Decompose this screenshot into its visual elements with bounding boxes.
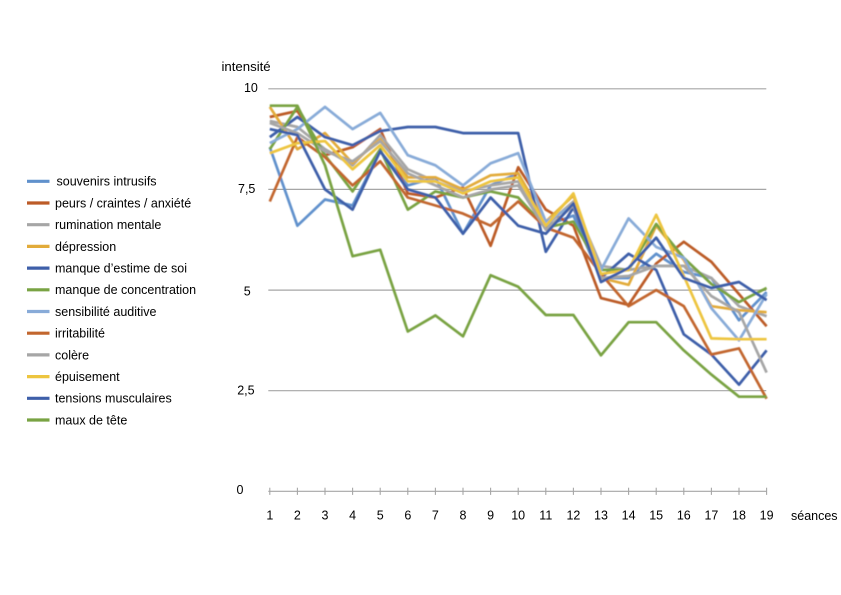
- svg-text:sensibilité auditive: sensibilité auditive: [55, 305, 156, 319]
- svg-text:18: 18: [732, 509, 746, 523]
- svg-text:4: 4: [349, 509, 356, 523]
- svg-text:séances: séances: [791, 509, 838, 523]
- svg-text:14: 14: [622, 509, 636, 523]
- svg-text:11: 11: [539, 509, 552, 523]
- svg-text:maux de tête: maux de tête: [55, 413, 127, 427]
- svg-text:13: 13: [594, 509, 608, 523]
- svg-text:17: 17: [704, 509, 718, 523]
- svg-text:peurs / craintes / anxiété: peurs / craintes / anxiété: [55, 196, 191, 210]
- svg-text:manque d’estime de soi: manque d’estime de soi: [55, 262, 187, 276]
- svg-text:10: 10: [244, 81, 258, 95]
- svg-text:8: 8: [460, 509, 467, 523]
- svg-text:souvenirs intrusifs: souvenirs intrusifs: [57, 175, 157, 189]
- svg-text:colère: colère: [55, 348, 89, 362]
- svg-text:rumination mentale: rumination mentale: [55, 218, 161, 232]
- svg-text:15: 15: [649, 509, 663, 523]
- svg-text:1: 1: [266, 509, 273, 523]
- svg-text:0: 0: [237, 483, 244, 497]
- svg-text:dépression: dépression: [55, 240, 116, 254]
- svg-text:irritabilité: irritabilité: [55, 327, 105, 341]
- svg-text:épuisement: épuisement: [55, 370, 120, 384]
- svg-text:6: 6: [404, 509, 411, 523]
- svg-text:2,5: 2,5: [237, 384, 254, 398]
- svg-text:2: 2: [294, 509, 301, 523]
- svg-text:16: 16: [677, 509, 691, 523]
- svg-text:19: 19: [760, 509, 774, 523]
- svg-text:7,5: 7,5: [238, 182, 255, 196]
- svg-text:intensité: intensité: [222, 59, 271, 74]
- svg-text:tensions musculaires: tensions musculaires: [55, 392, 172, 406]
- svg-text:12: 12: [566, 509, 580, 523]
- svg-text:5: 5: [377, 509, 384, 523]
- svg-text:5: 5: [244, 284, 251, 298]
- svg-text:7: 7: [432, 509, 439, 523]
- svg-text:10: 10: [511, 509, 525, 523]
- svg-text:3: 3: [322, 509, 329, 523]
- svg-text:manque de concentration: manque de concentration: [55, 283, 196, 297]
- svg-text:9: 9: [487, 509, 494, 523]
